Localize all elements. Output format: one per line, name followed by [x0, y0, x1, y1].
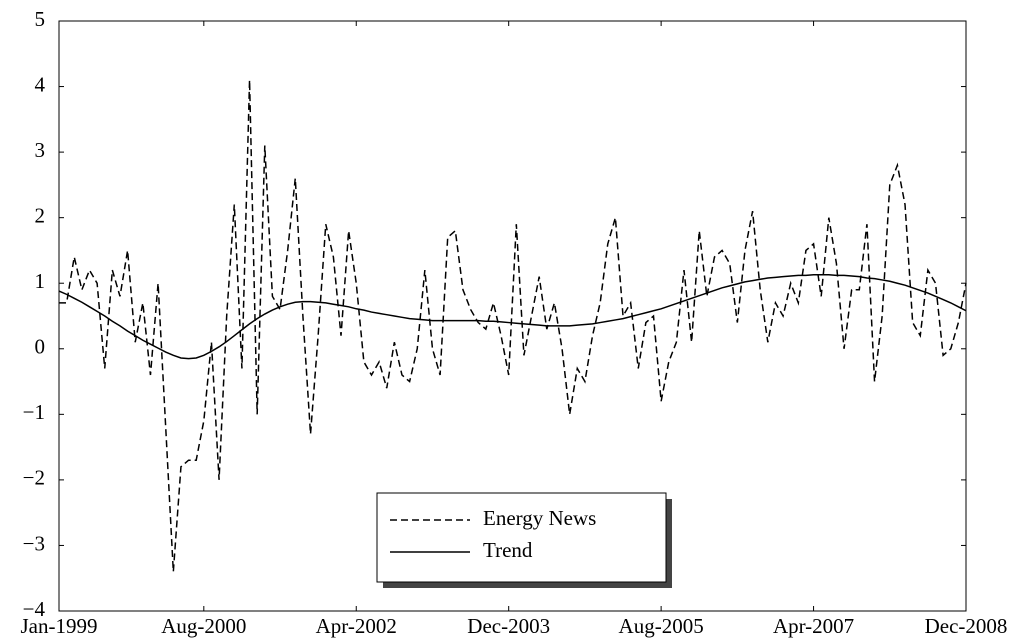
x-tick-label: Apr-2007 — [773, 614, 854, 638]
x-tick-label: Dec-2008 — [925, 614, 1008, 638]
series-line — [59, 79, 967, 572]
y-tick-label: −2 — [23, 466, 45, 490]
y-tick-label: 2 — [35, 203, 46, 227]
y-tick-label: −4 — [23, 597, 46, 621]
x-tick-label: Dec-2003 — [467, 614, 550, 638]
legend-label: Trend — [483, 538, 533, 562]
legend-box — [376, 492, 667, 583]
y-tick-label: 1 — [35, 269, 46, 293]
y-tick-label: 5 — [35, 7, 46, 31]
y-tick-label: 3 — [35, 138, 46, 162]
legend-label: Energy News — [483, 506, 596, 530]
y-tick-label: −3 — [23, 531, 45, 555]
x-tick-label: Jan-1999 — [21, 614, 98, 638]
x-tick-label: Apr-2002 — [316, 614, 397, 638]
y-tick-label: 0 — [35, 335, 46, 359]
series-line — [58, 273, 967, 360]
x-tick-label: Aug-2005 — [619, 614, 704, 638]
y-tick-label: 4 — [35, 72, 46, 96]
plot-frame — [58, 20, 967, 612]
x-tick-label: Aug-2000 — [161, 614, 246, 638]
y-tick-label: −1 — [23, 400, 45, 424]
